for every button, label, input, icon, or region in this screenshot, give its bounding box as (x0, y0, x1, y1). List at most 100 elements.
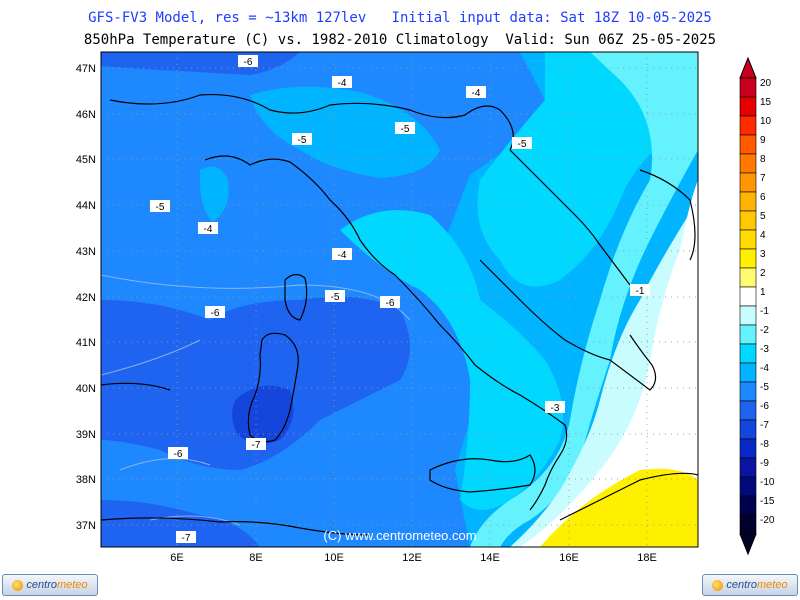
lat-label: 39N (76, 429, 96, 441)
contour-label: -6 (205, 306, 225, 319)
colorbar-swatch (739, 400, 757, 421)
contour-label: -4 (332, 248, 352, 261)
colorbar-swatch (739, 191, 757, 212)
contour-label: -4 (332, 76, 352, 89)
colorbar-swatch (739, 210, 757, 231)
contour-label: -6 (380, 296, 400, 309)
watermark: (C) www.centrometeo.com (323, 528, 476, 543)
lat-label: 40N (76, 383, 96, 395)
lon-label: 12E (402, 552, 422, 564)
svg-text:-3: -3 (551, 403, 560, 414)
colorbar-label: -7 (760, 420, 769, 431)
colorbar-label: -2 (760, 325, 769, 336)
svg-text:-7: -7 (252, 440, 261, 451)
lat-label: 37N (76, 520, 96, 532)
colorbar-label: 2 (760, 268, 766, 279)
colorbar-label: 8 (760, 154, 766, 165)
model-title: GFS-FV3 Model, res = ~13km 127lev Initia… (88, 10, 712, 26)
colorbar-swatch (739, 96, 757, 117)
lon-label: 10E (324, 552, 344, 564)
colorbar-label: 10 (760, 116, 772, 127)
colorbar-swatch (739, 343, 757, 364)
colorbar-label: 20 (760, 78, 772, 89)
colorbar-swatch (739, 457, 757, 478)
colorbar (739, 56, 757, 556)
svg-text:-6: -6 (244, 57, 253, 68)
colorbar-label: 1 (760, 287, 766, 298)
contour-label: -6 (238, 55, 258, 68)
lat-label: 45N (76, 154, 96, 166)
colorbar-swatch (739, 77, 757, 98)
centrometeo-logo-left[interactable]: centro meteo (2, 574, 98, 596)
lon-label: 16E (559, 552, 579, 564)
colorbar-swatch (739, 172, 757, 193)
colorbar-swatch (739, 286, 757, 307)
svg-text:-7: -7 (182, 533, 191, 544)
colorbar-labels: 20 15 10 9 8 7 6 5 4 3 2 1 -1 -2 -3 -4 -5 -6 -7 -8 -9 -10 -15 -… (760, 78, 775, 526)
svg-text:-6: -6 (211, 308, 220, 319)
colorbar-label: -9 (760, 458, 769, 469)
contour-label: -4 (198, 222, 218, 235)
field-white (520, 130, 698, 547)
lon-label: 18E (637, 552, 657, 564)
contour-label: -5 (395, 122, 415, 135)
colorbar-label: -1 (760, 306, 769, 317)
corsica-outline (284, 273, 308, 321)
colorbar-swatch (739, 514, 757, 535)
sicily-outline (429, 454, 536, 493)
svg-text:-5: -5 (156, 202, 165, 213)
lat-label: 43N (76, 246, 96, 258)
colorbar-bottom-cap (739, 533, 757, 556)
contour-label: -5 (325, 290, 345, 303)
lat-label: 46N (76, 109, 96, 121)
svg-text:-6: -6 (386, 298, 395, 309)
field-minus7 (232, 385, 294, 444)
colorbar-label: 4 (760, 230, 766, 241)
field-minus6 (101, 296, 410, 470)
colorbar-swatch (739, 419, 757, 440)
colorbar-label: 3 (760, 249, 766, 260)
contour-label: -3 (545, 401, 565, 414)
field-minus6-south (101, 500, 260, 547)
colorbar-swatch (739, 438, 757, 459)
svg-text:-5: -5 (401, 124, 410, 135)
field-plus1 (540, 468, 698, 547)
colorbar-swatch (739, 248, 757, 269)
colorbar-label: -10 (760, 477, 775, 488)
svg-text:-4: -4 (204, 224, 213, 235)
lon-label: 14E (480, 552, 500, 564)
colorbar-swatch (739, 324, 757, 345)
colorbar-swatch (739, 153, 757, 174)
centrometeo-logo-right[interactable]: centro meteo (702, 574, 798, 596)
contour-label: -1 (630, 284, 650, 297)
lat-label: 38N (76, 474, 96, 486)
chart-subtitle: 850hPa Temperature (C) vs. 1982-2010 Cli… (83, 32, 717, 48)
svg-text:-4: -4 (338, 250, 347, 261)
lat-label: 44N (76, 200, 96, 212)
colorbar-label: -15 (760, 496, 775, 507)
colorbar-label: 7 (760, 173, 766, 184)
colorbar-swatch (739, 362, 757, 383)
contour-label: -7 (246, 438, 266, 451)
colorbar-swatch (739, 115, 757, 136)
colorbar-label: -20 (760, 515, 775, 526)
field-minus4-west (199, 166, 229, 222)
colorbar-label: -6 (760, 401, 769, 412)
colorbar-top-cap (739, 56, 757, 79)
contour-label: -5 (512, 137, 532, 150)
colorbar-label: -4 (760, 363, 769, 374)
svg-text:-4: -4 (472, 88, 481, 99)
svg-text:-1: -1 (636, 286, 645, 297)
colorbar-label: 5 (760, 211, 766, 222)
colorbar-swatch (739, 381, 757, 402)
contour-label: -7 (176, 531, 196, 544)
colorbar-swatch (739, 305, 757, 326)
sardinia-outline (247, 332, 299, 443)
sun-icon (712, 579, 724, 591)
colorbar-label: -5 (760, 382, 769, 393)
lat-label: 47N (76, 63, 96, 75)
lon-label: 6E (170, 552, 183, 564)
lat-label: 41N (76, 337, 96, 349)
colorbar-swatch (739, 495, 757, 516)
